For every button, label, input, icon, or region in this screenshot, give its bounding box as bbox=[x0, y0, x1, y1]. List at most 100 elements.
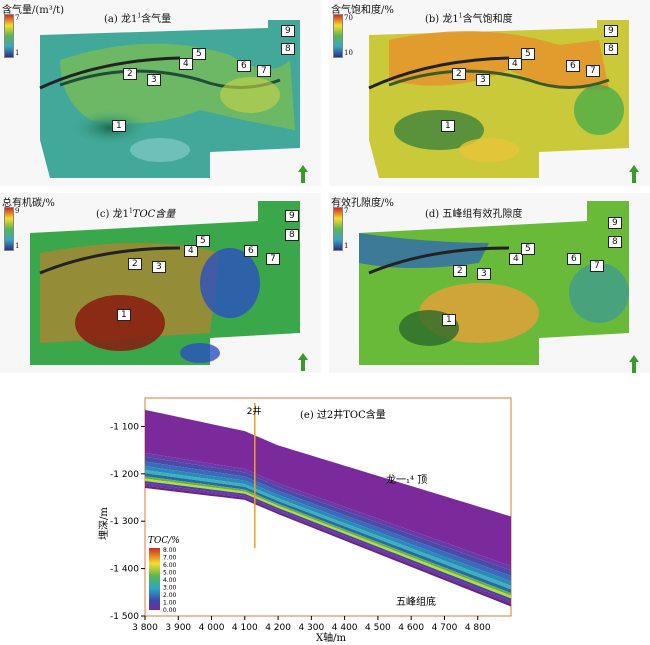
panel-d-porosity-map: 有效孔隙度/% 7 1 (d) 五峰组有效孔隙度 1 2 3 4 5 6 7 8… bbox=[329, 193, 650, 373]
well-label-4: 4 bbox=[509, 253, 523, 265]
scale-max: 7 bbox=[344, 207, 349, 215]
x-tick-label: 4 400 bbox=[332, 623, 358, 633]
top-surface-label: 龙一₁⁴ 顶 bbox=[386, 473, 427, 486]
y-tick-label: -1 200 bbox=[110, 470, 139, 480]
panel-title: (b) 龙11含气饱和度 bbox=[425, 12, 513, 25]
porosity-map bbox=[359, 201, 629, 365]
well-label-5: 5 bbox=[196, 235, 210, 247]
legend-tick-label: 8.00 bbox=[163, 547, 177, 554]
toc-layer-band-0 bbox=[145, 409, 511, 567]
panel-title: (a) 龙11含气量 bbox=[104, 12, 172, 25]
color-scale-bar bbox=[4, 14, 14, 58]
legend-title: 总有机碳/% bbox=[2, 198, 55, 209]
scale-max: 70 bbox=[344, 14, 353, 22]
legend-ticks: 8.007.006.005.004.003.002.001.000.00 bbox=[163, 547, 177, 614]
color-scale-bar bbox=[333, 207, 343, 251]
color-scale-bar bbox=[4, 207, 14, 251]
toc-map bbox=[30, 201, 300, 365]
well-label-1: 1 bbox=[442, 314, 456, 326]
well-label-1: 1 bbox=[117, 309, 131, 321]
well-label-9: 9 bbox=[604, 25, 618, 37]
legend-tick-label: 5.00 bbox=[163, 570, 177, 577]
x-tick-label: 4 100 bbox=[232, 623, 258, 633]
panel-b-gas-saturation-map: 含气饱和度/% 70 10 (b) 龙11含气饱和度 1 2 3 4 5 6 7… bbox=[329, 0, 650, 186]
well-label-5: 5 bbox=[521, 48, 535, 60]
legend-tick-label: 3.00 bbox=[163, 585, 177, 592]
well-label-4: 4 bbox=[184, 245, 198, 257]
legend-title: 含气量/(m³/t) bbox=[2, 5, 65, 16]
scale-min: 1 bbox=[15, 49, 20, 57]
well-label-5: 5 bbox=[192, 48, 206, 60]
well-label-9: 9 bbox=[281, 25, 295, 37]
x-tick-label: 4 300 bbox=[298, 623, 324, 633]
y-tick-label: -1 400 bbox=[110, 565, 139, 575]
panel-title: (d) 五峰组有效孔隙度 bbox=[425, 209, 523, 220]
well-label-2: 2 bbox=[123, 68, 137, 80]
well-label-7: 7 bbox=[266, 253, 280, 265]
x-axis-ticks: 3 800 3 900 4 000 4 100 4 200 4 300 4 400 4 500… bbox=[132, 616, 491, 633]
north-arrow-icon bbox=[629, 355, 639, 373]
well-label-8: 8 bbox=[608, 236, 622, 248]
well-label-6: 6 bbox=[244, 245, 258, 257]
legend-tick-label: 7.00 bbox=[163, 555, 177, 562]
well-label-2: 2 bbox=[453, 265, 467, 277]
well-label-6: 6 bbox=[237, 60, 251, 72]
y-tick-label: -1 100 bbox=[110, 422, 139, 432]
north-arrow-icon bbox=[298, 165, 308, 183]
legend-title: 含气饱和度/% bbox=[331, 5, 394, 16]
x-tick-label: 3 900 bbox=[165, 623, 191, 633]
y-axis-ticks: -1 100 -1 200 -1 300 -1 400 -1 500 bbox=[110, 422, 145, 622]
scale-max: 9 bbox=[15, 207, 20, 215]
well-label-9: 9 bbox=[285, 210, 299, 222]
well-label-8: 8 bbox=[604, 43, 618, 55]
well-label-7: 7 bbox=[257, 65, 271, 77]
x-axis-label: X轴/m bbox=[316, 631, 346, 644]
gas-saturation-map bbox=[368, 20, 629, 178]
x-tick-label: 4 500 bbox=[365, 623, 391, 633]
well-label-3: 3 bbox=[152, 261, 166, 273]
north-arrow-icon bbox=[298, 353, 308, 371]
well-label-7: 7 bbox=[586, 65, 600, 77]
gas-content-map bbox=[39, 20, 300, 178]
scale-min: 10 bbox=[344, 49, 353, 57]
well-label-4: 4 bbox=[179, 58, 193, 70]
legend-title: TOC/% bbox=[148, 536, 180, 546]
section-title: (e) 过2井TOC含量 bbox=[300, 408, 386, 421]
x-tick-label: 4 200 bbox=[265, 623, 291, 633]
well-label-6: 6 bbox=[566, 60, 580, 72]
panel-a-gas-content-map: 含气量/(m³/t) 7 1 (a) 龙11含气量 1 2 3 4 5 6 7 … bbox=[0, 0, 321, 186]
toc-color-scale-bar bbox=[149, 548, 160, 610]
well-label-8: 8 bbox=[281, 43, 295, 55]
x-tick-label: 3 800 bbox=[132, 623, 158, 633]
well-label-5: 5 bbox=[521, 243, 535, 255]
well-label-7: 7 bbox=[590, 260, 604, 272]
well-label-3: 3 bbox=[147, 74, 161, 86]
well-label-2: 2 bbox=[452, 68, 466, 80]
well-label-4: 4 bbox=[508, 58, 522, 70]
legend-tick-label: 1.00 bbox=[163, 600, 177, 607]
legend-title: 有效孔隙度/% bbox=[331, 198, 394, 209]
well-label-9: 9 bbox=[608, 217, 622, 229]
legend-tick-label: 4.00 bbox=[163, 577, 177, 584]
y-tick-label: -1 300 bbox=[110, 517, 139, 527]
well-label-6: 6 bbox=[567, 253, 581, 265]
scale-min: 1 bbox=[15, 242, 20, 250]
x-tick-label: 4 000 bbox=[199, 623, 225, 633]
panel-c-toc-map: 总有机碳/% 9 1 (c) 龙11TOC含量 1 2 3 4 5 6 7 8 … bbox=[0, 193, 321, 373]
well-label-3: 3 bbox=[477, 268, 491, 280]
well-label-8: 8 bbox=[285, 229, 299, 241]
well-label-3: 3 bbox=[476, 74, 490, 86]
y-axis-label: 埋深/m bbox=[98, 507, 110, 540]
color-scale-bar bbox=[333, 14, 343, 58]
well-label: 2井 bbox=[247, 405, 262, 417]
well-label-2: 2 bbox=[128, 258, 142, 270]
x-tick-label: 4 800 bbox=[465, 623, 491, 633]
legend-tick-label: 0.00 bbox=[163, 607, 177, 614]
toc-layers bbox=[145, 409, 511, 607]
bottom-surface-label: 五峰组底 bbox=[396, 595, 436, 608]
north-arrow-icon bbox=[629, 165, 639, 183]
legend-tick-label: 2.00 bbox=[163, 592, 177, 599]
x-tick-label: 4 700 bbox=[432, 623, 458, 633]
well-label-1: 1 bbox=[441, 120, 455, 132]
